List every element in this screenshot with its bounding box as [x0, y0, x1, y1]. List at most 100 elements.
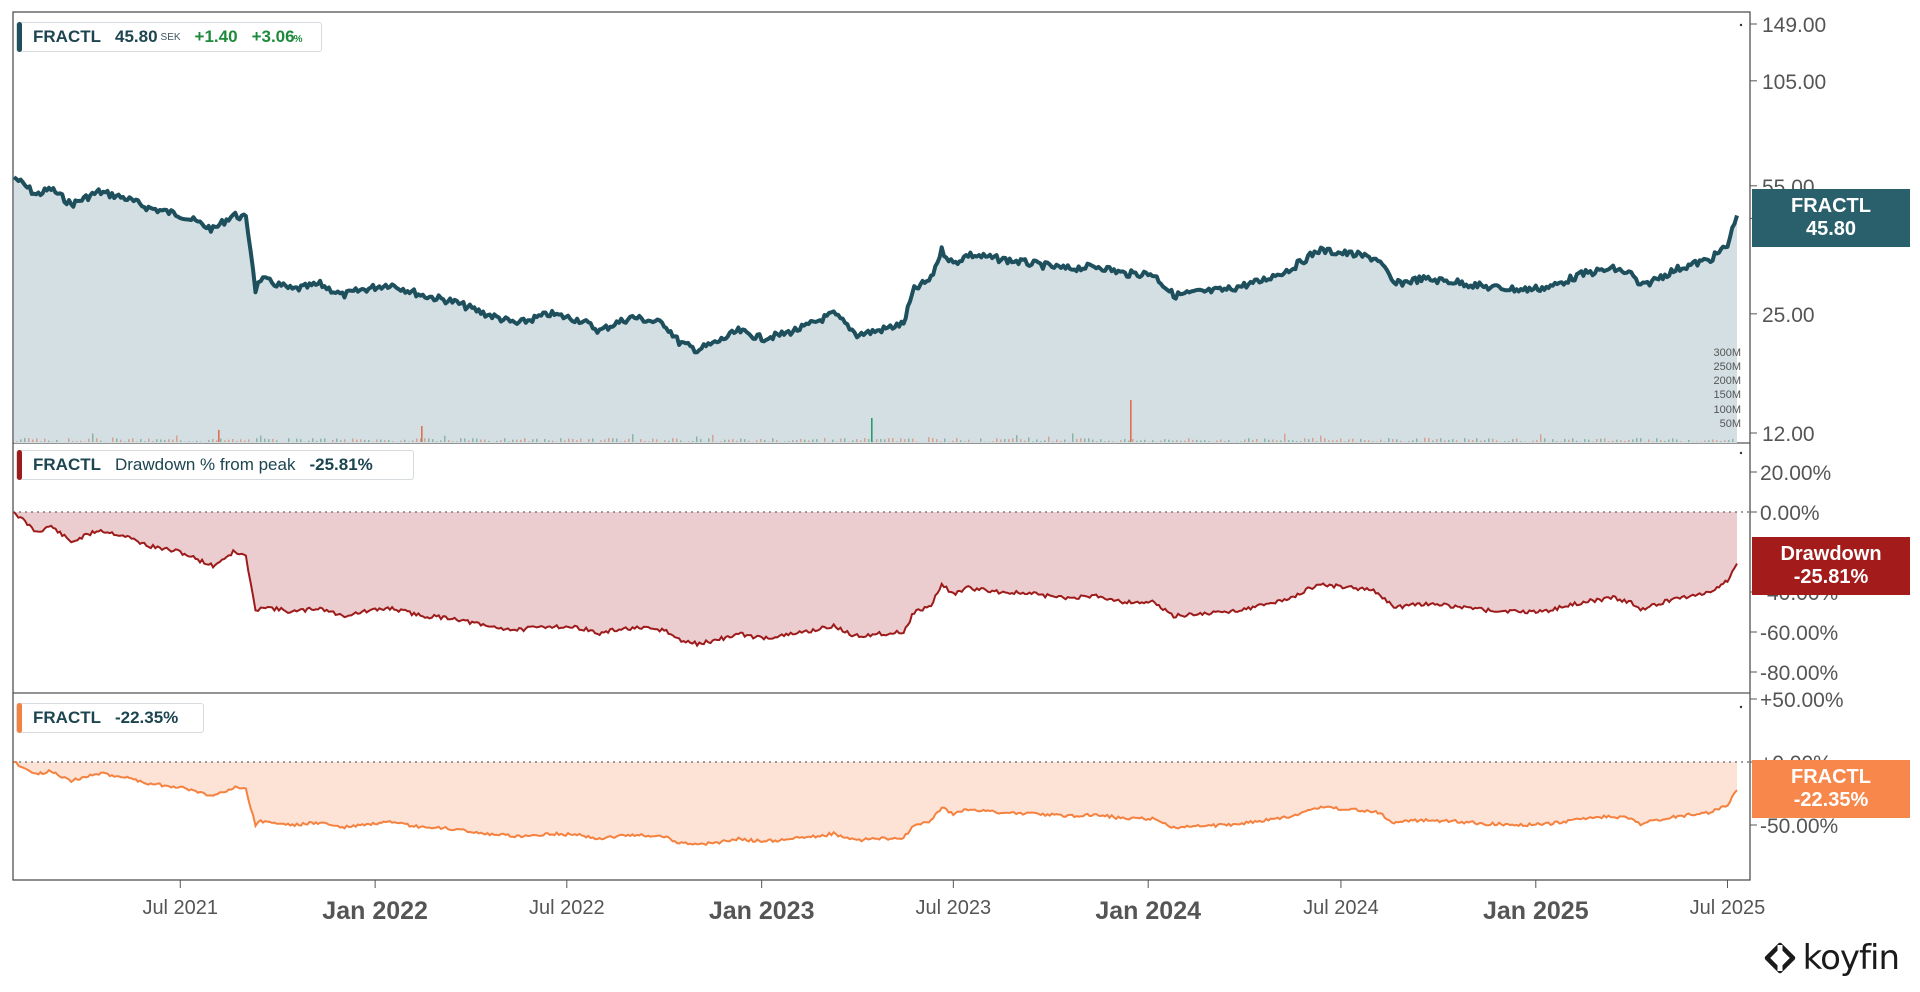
volume-bar	[116, 438, 118, 442]
volume-bar	[140, 439, 142, 442]
volume-axis-label: 50M	[1720, 418, 1741, 430]
volume-axis-label: 300M	[1713, 347, 1741, 359]
volume-bar	[944, 438, 946, 442]
volume-bar	[756, 440, 758, 442]
volume-bar	[904, 439, 906, 442]
volume-bar	[648, 441, 650, 442]
volume-bar	[244, 440, 246, 442]
volume-bar	[248, 439, 250, 442]
volume-bar	[236, 440, 238, 442]
volume-bar	[1200, 440, 1202, 442]
price-legend-currency: SEK	[160, 31, 181, 43]
volume-bar	[240, 439, 242, 442]
volume-bar	[72, 441, 74, 442]
volume-bar	[120, 439, 122, 442]
volume-bar	[824, 438, 826, 442]
volume-bar	[956, 438, 958, 442]
volume-bar	[992, 441, 994, 442]
volume-bar	[1144, 439, 1146, 442]
volume-bar	[468, 440, 470, 442]
drawdown-tag-value: -25.81%	[1793, 566, 1869, 588]
volume-bar	[708, 438, 710, 442]
volume-bar	[1640, 438, 1642, 442]
volume-bar	[1364, 440, 1366, 442]
volume-bar	[1336, 440, 1338, 442]
volume-bar	[132, 438, 134, 442]
x-axis-label: Jan 2022	[322, 897, 428, 925]
return-legend[interactable]: FRACTL -22.35%	[16, 703, 204, 733]
volume-bar	[1424, 437, 1426, 442]
volume-bar	[212, 438, 214, 442]
volume-bar	[656, 439, 658, 442]
drawdown-legend[interactable]: FRACTL Drawdown % from peak -25.81%	[16, 450, 414, 480]
volume-bar	[188, 441, 190, 442]
return-legend-swatch	[17, 703, 22, 733]
volume-bar	[1452, 439, 1454, 442]
volume-bar	[1328, 440, 1330, 442]
volume-bar	[1204, 440, 1206, 442]
volume-bar	[168, 439, 170, 442]
volume-bar	[512, 439, 514, 442]
drawdown-tag-label: Drawdown	[1780, 543, 1882, 565]
volume-bar	[1488, 438, 1490, 442]
volume-bar	[504, 438, 506, 442]
volume-bar	[856, 439, 858, 442]
volume-bar	[964, 441, 966, 442]
volume-bar	[1616, 439, 1618, 442]
volume-bar	[952, 440, 954, 442]
volume-bar	[1104, 441, 1106, 442]
volume-bar	[36, 438, 38, 442]
volume-bar	[536, 438, 538, 442]
volume-bar	[28, 438, 30, 442]
volume-bar	[96, 438, 98, 442]
volume-bar	[608, 438, 610, 442]
volume-bar	[720, 441, 722, 442]
volume-spike	[871, 418, 873, 442]
price-legend[interactable]: FRACTL 45.80 SEK +1.40 +3.06%	[16, 22, 322, 52]
x-axis-label: Jul 2021	[142, 897, 218, 919]
return-axis-label: -50.00%	[1760, 815, 1838, 838]
return-area-fill	[14, 762, 1737, 845]
volume-bar	[1076, 438, 1078, 442]
volume-bar	[1164, 439, 1166, 442]
volume-bar	[1180, 440, 1182, 442]
volume-bar	[832, 439, 834, 442]
change-pct-value: +3.06	[251, 27, 295, 46]
volume-bar	[1636, 438, 1638, 442]
volume-axis-label: 150M	[1713, 389, 1741, 401]
volume-bar	[788, 440, 790, 442]
volume-bar	[444, 435, 446, 442]
price-tag-value: 45.80	[1805, 218, 1857, 240]
volume-bar	[88, 438, 90, 442]
volume-bar	[1316, 441, 1318, 442]
volume-bar	[1100, 439, 1102, 442]
volume-bar	[308, 440, 310, 442]
volume-bar	[1192, 439, 1194, 442]
volume-bar	[288, 438, 290, 442]
volume-bar	[1020, 439, 1022, 442]
volume-bar	[316, 440, 318, 442]
volume-bar	[324, 438, 326, 442]
volume-spike	[218, 430, 220, 442]
volume-bar	[1464, 438, 1466, 442]
volume-bar	[1444, 440, 1446, 442]
volume-bar	[696, 436, 698, 442]
volume-bar	[376, 439, 378, 442]
volume-bar	[1248, 438, 1250, 442]
volume-bar	[1224, 441, 1226, 442]
volume-bar	[1396, 439, 1398, 442]
volume-bar	[1720, 441, 1722, 442]
volume-bar	[1048, 436, 1050, 442]
volume-bar	[1508, 440, 1510, 442]
volume-bar	[1304, 438, 1306, 442]
price-axis-label: 105.00	[1762, 71, 1826, 94]
volume-bar	[1704, 440, 1706, 442]
volume-bar	[148, 438, 150, 442]
volume-bar	[572, 439, 574, 442]
volume-bar	[496, 440, 498, 442]
volume-spike	[421, 426, 423, 442]
volume-bar	[812, 439, 814, 442]
volume-bar	[392, 441, 394, 442]
volume-bar	[1584, 439, 1586, 442]
price-legend-change: +1.40	[194, 27, 238, 46]
